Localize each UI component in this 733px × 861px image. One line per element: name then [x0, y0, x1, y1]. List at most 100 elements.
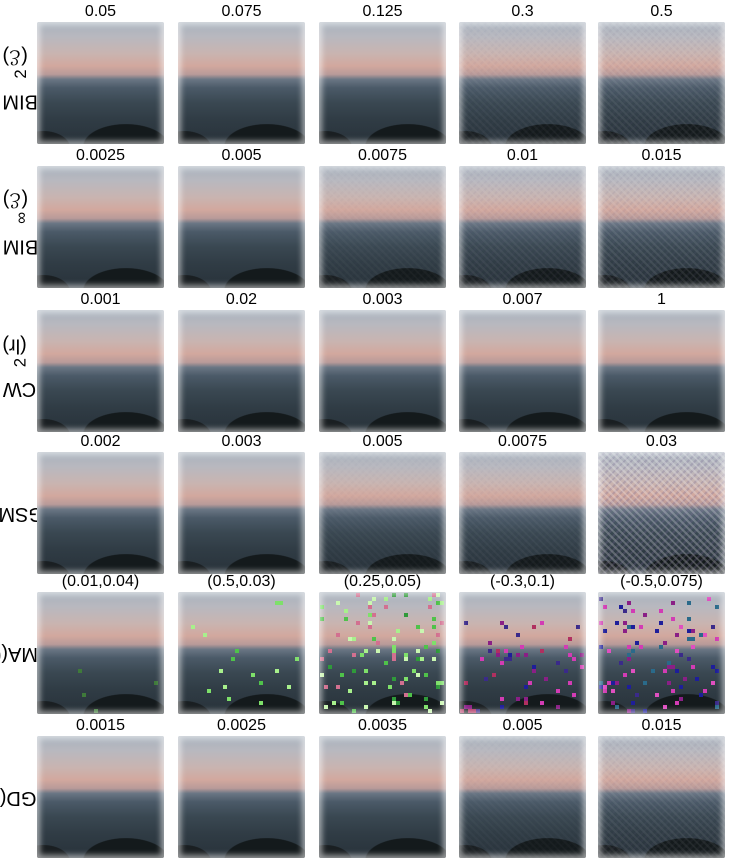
- param-value: 0.002: [80, 433, 121, 450]
- image-thumbnail: [319, 310, 446, 432]
- param-value: 0.0025: [217, 717, 266, 734]
- perturbed-pixel: [420, 629, 424, 633]
- perturbed-pixel: [416, 673, 420, 677]
- perturbed-pixel: [440, 621, 444, 625]
- perturbation-pixels: [320, 593, 444, 713]
- perturbed-pixel: [568, 637, 572, 641]
- cell: 0.0075: [319, 146, 446, 289]
- perturbed-pixel: [623, 673, 627, 677]
- perturbed-pixel: [468, 705, 472, 709]
- perturbed-pixel: [372, 613, 376, 617]
- cell: 0.01: [459, 146, 586, 289]
- param-value: (0.25,0.05): [343, 573, 422, 590]
- param-value: 0.075: [221, 3, 262, 20]
- perturbed-pixel: [428, 597, 432, 601]
- param-value: 0.005: [221, 147, 262, 164]
- perturbed-pixel: [631, 669, 635, 673]
- cell: 0.03: [598, 432, 725, 575]
- perturbed-pixel: [603, 685, 607, 689]
- image-thumbnail: [459, 310, 586, 432]
- perturbed-pixel: [504, 649, 508, 653]
- cell: (0.5,0.03): [178, 572, 305, 715]
- param-value: 0.0015: [76, 717, 125, 734]
- perturbed-pixel: [639, 625, 643, 629]
- cell: 1: [598, 290, 725, 433]
- perturbed-pixel: [675, 649, 679, 653]
- perturbed-pixel: [556, 689, 560, 693]
- cell: 0.003: [178, 432, 305, 575]
- perturbed-pixel: [320, 617, 324, 621]
- perturbed-pixel: [687, 601, 691, 605]
- perturbed-pixel: [627, 625, 631, 629]
- perturbed-pixel: [340, 701, 344, 705]
- perturbed-pixel: [500, 697, 504, 701]
- param-value: (-0.5,0.075): [620, 573, 703, 590]
- perturbed-pixel: [416, 625, 420, 629]
- perturbed-pixel: [82, 693, 86, 697]
- perturbed-pixel: [500, 621, 504, 625]
- perturbed-pixel: [540, 649, 544, 653]
- param-value: 0.005: [362, 433, 403, 450]
- perturbed-pixel: [320, 605, 324, 609]
- perturbed-pixel: [368, 605, 372, 609]
- perturbed-pixel: [440, 681, 444, 685]
- perturbed-pixel: [219, 669, 223, 673]
- perturbed-pixel: [504, 625, 508, 629]
- perturbed-pixel: [695, 677, 699, 681]
- perturbed-pixel: [603, 629, 607, 633]
- image-thumbnail: [178, 166, 305, 288]
- perturbed-pixel: [580, 653, 584, 657]
- perturbed-pixel: [556, 705, 560, 709]
- perturbed-pixel: [623, 609, 627, 613]
- param-value: 0.02: [225, 291, 258, 308]
- image-thumbnail: [459, 736, 586, 858]
- param-value: (0.5,0.03): [207, 573, 276, 590]
- param-value: 0.001: [80, 291, 121, 308]
- perturbed-pixel: [500, 661, 504, 665]
- perturbed-pixel: [424, 697, 428, 701]
- perturbed-pixel: [599, 685, 603, 689]
- perturbed-pixel: [424, 697, 428, 701]
- cell: 0.125: [319, 2, 446, 145]
- perturbed-pixel: [603, 605, 607, 609]
- perturbed-pixel: [235, 649, 239, 653]
- perturbed-pixel: [352, 709, 356, 713]
- perturbed-pixel: [328, 649, 332, 653]
- perturbed-pixel: [508, 657, 512, 661]
- cell: 0.02: [178, 290, 305, 433]
- row-jsma: JSMA(θ,γ) (0.01,0.04) (0.5,0.03) (0.25,0…: [0, 572, 733, 715]
- perturbed-pixel: [368, 625, 372, 629]
- perturbed-pixel: [611, 681, 615, 685]
- row-cw-l2: CW l2(lr) 0.001 0.02 0.003 0.007 1: [0, 290, 733, 433]
- perturbed-pixel: [540, 701, 544, 705]
- cell: 0.015: [598, 146, 725, 289]
- perturbed-pixel: [687, 637, 691, 641]
- perturbed-pixel: [231, 657, 235, 661]
- perturbed-pixel: [376, 649, 380, 653]
- perturbed-pixel: [436, 685, 440, 689]
- perturbed-pixel: [227, 697, 231, 701]
- cell: 0.0015: [37, 716, 164, 859]
- perturbed-pixel: [711, 665, 715, 669]
- perturbed-pixel: [432, 641, 436, 645]
- cell: 0.015: [598, 716, 725, 859]
- perturbed-pixel: [251, 673, 255, 677]
- perturbed-pixel: [659, 609, 663, 613]
- image-thumbnail: [178, 592, 305, 714]
- perturbed-pixel: [460, 709, 464, 713]
- perturbed-pixel: [364, 705, 368, 709]
- perturbed-pixel: [524, 653, 528, 657]
- param-value: 0.005: [502, 717, 543, 734]
- perturbed-pixel: [392, 697, 396, 701]
- perturbed-pixel: [372, 637, 376, 641]
- perturbed-pixel: [420, 657, 424, 661]
- perturbed-pixel: [687, 629, 691, 633]
- perturbed-pixel: [671, 617, 675, 621]
- perturbed-pixel: [396, 701, 400, 705]
- perturbation-pixels: [460, 621, 584, 713]
- perturbed-pixel: [667, 665, 671, 669]
- perturbed-pixel: [615, 621, 619, 625]
- perturbed-pixel: [711, 681, 715, 685]
- perturbed-pixel: [400, 681, 404, 685]
- perturbed-pixel: [436, 649, 440, 653]
